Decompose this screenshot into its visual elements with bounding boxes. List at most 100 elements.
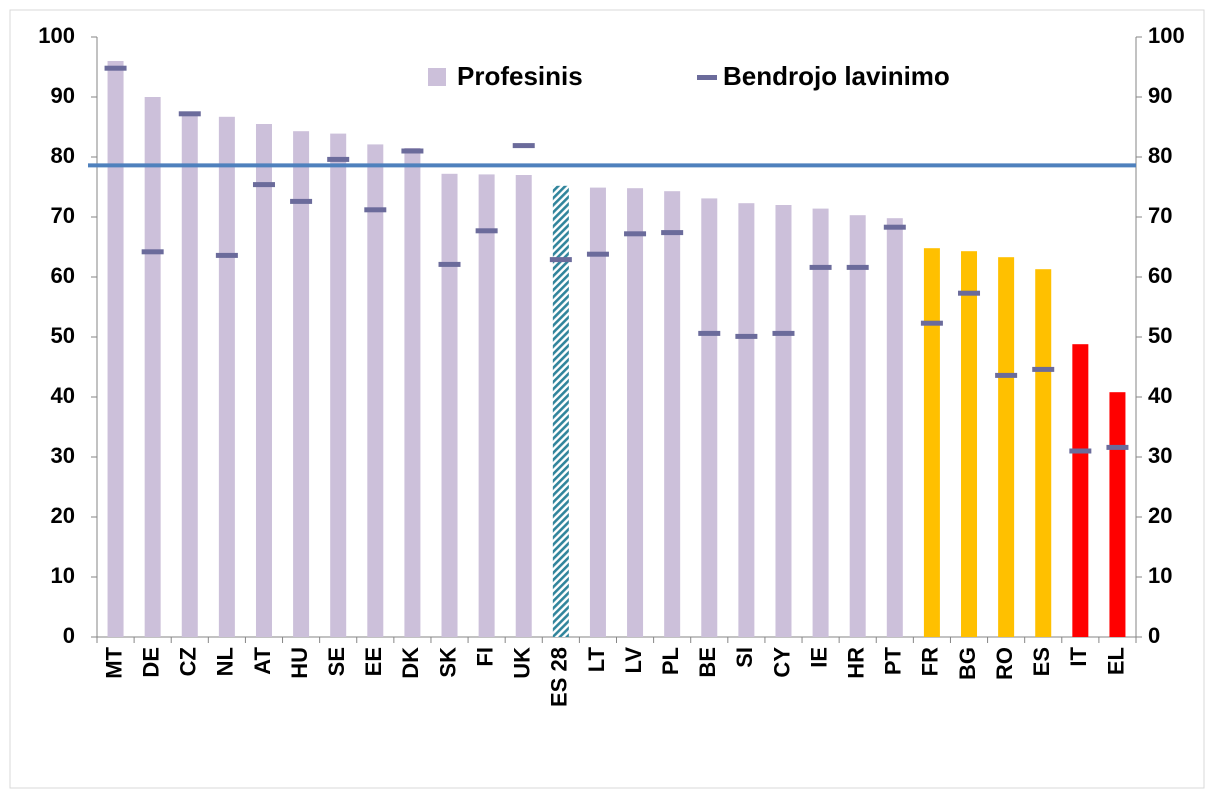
y-tick-label: 90	[51, 83, 75, 108]
marker-dash	[327, 156, 350, 162]
bar	[293, 131, 310, 637]
bar	[886, 218, 903, 637]
marker-dash	[290, 198, 313, 204]
marker-dash	[364, 207, 387, 213]
y2-tick-label: 70	[1148, 203, 1172, 228]
bar	[107, 61, 124, 637]
bar	[1072, 344, 1089, 637]
y-tick-label: 0	[63, 623, 75, 648]
x-tick-label: PL	[658, 647, 683, 675]
marker-dash	[178, 111, 201, 117]
marker-dash	[846, 264, 869, 270]
bar	[627, 188, 644, 637]
marker-dash	[549, 257, 572, 263]
bar	[589, 187, 606, 637]
bar	[552, 185, 569, 638]
x-tick-label: ES 28	[547, 647, 572, 707]
bar	[1035, 269, 1052, 637]
y2-tick-label: 20	[1148, 503, 1172, 528]
x-tick-label: PT	[881, 646, 906, 675]
y-tick-label: 70	[51, 203, 75, 228]
bar	[738, 203, 755, 637]
marker-dash	[920, 320, 943, 326]
y2-tick-label: 0	[1148, 623, 1160, 648]
y2-tick-label: 30	[1148, 443, 1172, 468]
y-tick-label: 60	[51, 263, 75, 288]
x-tick-label: FI	[472, 647, 497, 667]
marker-dash	[1106, 444, 1129, 450]
marker-dash	[215, 252, 238, 258]
legend-label: Profesinis	[457, 61, 583, 91]
marker-dash	[475, 228, 498, 234]
x-tick-label: DE	[138, 647, 163, 678]
x-tick-label: CY	[769, 647, 794, 678]
bar	[664, 191, 681, 637]
marker-dash	[1069, 448, 1092, 454]
y-tick-label: 50	[51, 323, 75, 348]
y2-tick-label: 80	[1148, 143, 1172, 168]
bar	[367, 144, 384, 637]
bar	[1109, 392, 1126, 637]
x-tick-label: BE	[695, 647, 720, 678]
bar	[961, 251, 978, 637]
bar	[478, 174, 495, 637]
x-tick-label: LT	[584, 646, 609, 672]
x-tick-label: NL	[213, 647, 238, 676]
y2-tick-label: 10	[1148, 563, 1172, 588]
x-tick-label: LV	[621, 647, 646, 674]
marker-dash	[104, 65, 127, 71]
y2-tick-label: 50	[1148, 323, 1172, 348]
y-tick-label: 30	[51, 443, 75, 468]
legend-swatch	[428, 68, 446, 86]
bar	[404, 148, 421, 637]
x-tick-label: MT	[101, 646, 126, 678]
marker-dash	[735, 333, 758, 339]
marker-dash	[438, 261, 461, 267]
marker-dash	[883, 224, 906, 230]
x-tick-label: CZ	[176, 647, 201, 676]
legend-dash	[697, 75, 717, 80]
y-tick-label: 40	[51, 383, 75, 408]
x-tick-label: RO	[992, 647, 1017, 680]
y-tick-label: 100	[38, 23, 75, 48]
bar	[998, 257, 1015, 637]
marker-dash	[772, 330, 795, 336]
marker-dash	[512, 143, 535, 149]
bar	[515, 175, 532, 637]
x-tick-label: AT	[250, 646, 275, 674]
marker-dash	[698, 330, 721, 336]
bar	[812, 208, 829, 637]
bar	[701, 198, 718, 637]
x-tick-label: SI	[732, 647, 757, 668]
y2-tick-label: 90	[1148, 83, 1172, 108]
y2-tick-label: 60	[1148, 263, 1172, 288]
marker-dash	[252, 182, 275, 188]
legend-label: Bendrojo lavinimo	[723, 61, 950, 91]
y-tick-label: 10	[51, 563, 75, 588]
x-tick-label: SK	[435, 647, 460, 678]
y2-tick-label: 100	[1148, 23, 1185, 48]
marker-dash	[141, 249, 164, 255]
bar	[330, 133, 347, 637]
marker-dash	[809, 264, 832, 270]
marker-dash	[586, 251, 609, 257]
x-tick-label: ES	[1029, 647, 1054, 676]
bar	[144, 97, 161, 637]
y-tick-label: 20	[51, 503, 75, 528]
bar	[255, 124, 272, 637]
y2-tick-label: 40	[1148, 383, 1172, 408]
x-tick-label: BG	[955, 647, 980, 680]
x-tick-label: EL	[1103, 647, 1128, 675]
marker-dash	[661, 230, 684, 236]
marker-dash	[1032, 366, 1055, 372]
bar	[181, 112, 198, 637]
bar	[218, 116, 235, 638]
x-tick-label: DK	[398, 647, 423, 679]
x-tick-label: UK	[510, 647, 535, 679]
bar	[441, 173, 458, 638]
x-tick-label: HU	[287, 647, 312, 679]
y-tick-label: 80	[51, 143, 75, 168]
x-tick-label: IT	[1066, 646, 1091, 666]
x-tick-label: FR	[918, 647, 943, 676]
